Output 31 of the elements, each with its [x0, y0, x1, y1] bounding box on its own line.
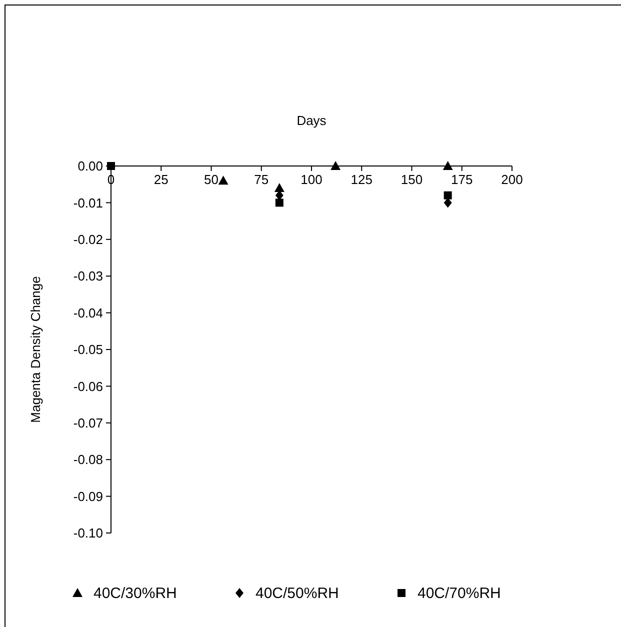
point [444, 198, 452, 208]
x-tick-label: 175 [451, 172, 473, 187]
x-tick-label: 100 [300, 172, 322, 187]
point [330, 161, 341, 170]
x-tick-label: 25 [154, 172, 168, 187]
point [274, 183, 284, 192]
y-tick-label: -0.04 [73, 305, 103, 320]
x-axis-title: Days [296, 113, 327, 128]
x-tick-label: 125 [350, 172, 372, 187]
point [444, 191, 452, 200]
x-tick-label: 200 [501, 172, 523, 187]
x-tick-label: 50 [204, 172, 218, 187]
y-tick-label: -0.03 [73, 268, 103, 284]
y-tick-label: 0.00 [78, 158, 103, 174]
y-tick-label: -0.06 [73, 378, 103, 394]
x-tick-label: 75 [254, 172, 269, 187]
y-tick-label: -0.01 [73, 195, 103, 210]
point [442, 161, 453, 170]
legend-label: 40C/50%RH [256, 585, 339, 602]
y-tick-label: -0.07 [73, 415, 103, 430]
point [218, 176, 228, 185]
y-tick-label: -0.09 [73, 488, 103, 504]
x-tick-label: 150 [400, 172, 423, 187]
point [275, 198, 284, 207]
legend-label: 40C/70%RH [418, 585, 501, 602]
y-tick-label: -0.02 [73, 232, 103, 247]
legend-label: 40C/30%RH [94, 585, 177, 602]
y-tick-label: -0.10 [73, 526, 103, 541]
y-axis-title: Magenta Density Change [28, 276, 43, 423]
y-tick-label: -0.08 [73, 452, 103, 468]
y-tick-label: -0.05 [73, 342, 103, 358]
